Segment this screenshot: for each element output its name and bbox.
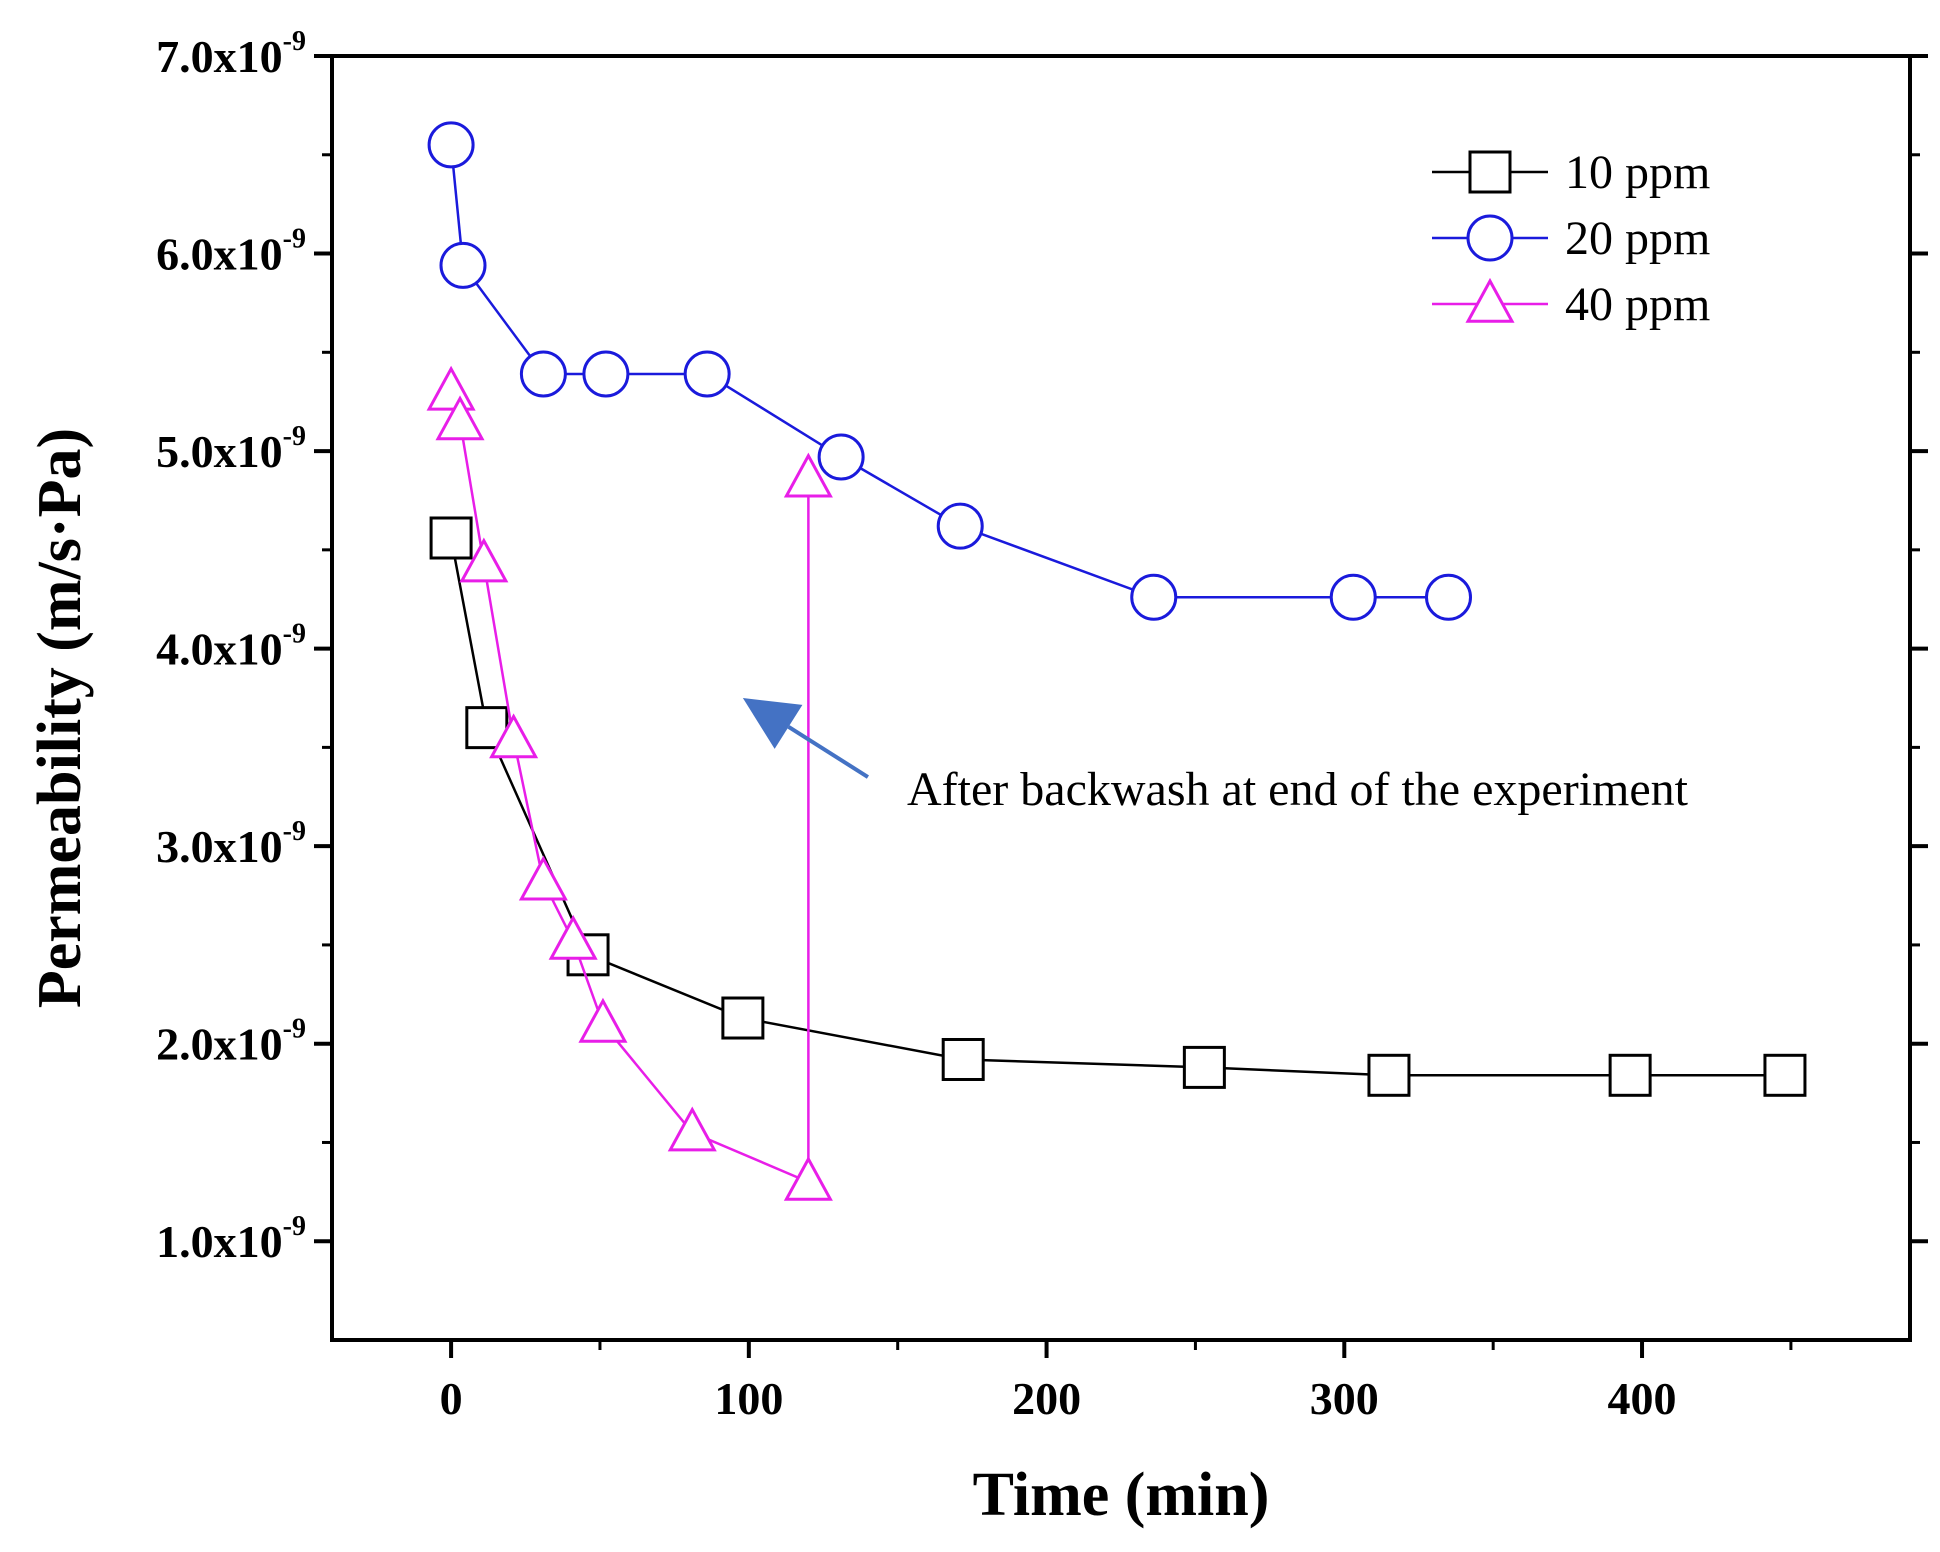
annotation-group: After backwash at end of the experiment bbox=[742, 698, 1689, 816]
circle-point bbox=[817, 433, 865, 481]
annotation-arrow-head bbox=[742, 698, 803, 749]
legend-circle-marker bbox=[1466, 214, 1514, 262]
x-tick-label: 100 bbox=[714, 1373, 783, 1424]
circle-point bbox=[439, 241, 487, 289]
legend-entry: 40 ppm bbox=[1432, 277, 1710, 331]
triangle-point bbox=[548, 914, 598, 960]
legend-square-marker bbox=[1468, 150, 1512, 194]
square-point bbox=[1763, 1053, 1807, 1097]
series-line bbox=[449, 391, 810, 1184]
y-tick-label: 6.0x10-9 bbox=[156, 224, 306, 280]
y-tick-label: 4.0x10-9 bbox=[156, 619, 306, 675]
legend-triangle-marker bbox=[1465, 277, 1515, 323]
legend-label: 10 ppm bbox=[1565, 146, 1710, 199]
square-point bbox=[721, 996, 765, 1040]
series-40-ppm bbox=[426, 365, 833, 1201]
triangle-point bbox=[578, 997, 628, 1043]
y-tick-label: 2.0x10-9 bbox=[156, 1014, 306, 1070]
triangle-point bbox=[667, 1106, 717, 1152]
circle-point bbox=[1130, 573, 1178, 621]
x-tick-label: 400 bbox=[1608, 1373, 1677, 1424]
square-point bbox=[429, 516, 473, 560]
circle-point bbox=[1425, 573, 1473, 621]
legend-label: 20 ppm bbox=[1565, 212, 1710, 265]
square-point bbox=[941, 1037, 985, 1081]
y-tick-label: 1.0x10-9 bbox=[156, 1211, 306, 1267]
triangle-point bbox=[426, 365, 476, 411]
y-tick-label: 5.0x10-9 bbox=[156, 421, 306, 477]
legend-label: 40 ppm bbox=[1565, 278, 1710, 331]
y-tick-label: 3.0x10-9 bbox=[156, 816, 306, 872]
circle-point bbox=[519, 350, 567, 398]
triangle-point bbox=[435, 395, 485, 441]
y-axis-title: Permeability (m/s·Pa) bbox=[26, 428, 94, 1008]
annotation-arrow-shaft bbox=[787, 725, 869, 779]
x-axis-title: Time (min) bbox=[973, 1461, 1270, 1529]
plot-frame bbox=[330, 54, 1912, 1342]
circle-point bbox=[936, 502, 984, 550]
series-group bbox=[426, 121, 1807, 1201]
legend: 10 ppm 20 ppm 40 ppm bbox=[1432, 146, 1710, 331]
triangle-point bbox=[489, 713, 539, 759]
series-20-ppm bbox=[427, 121, 1473, 621]
triangle-point bbox=[459, 537, 509, 583]
circle-point bbox=[1329, 573, 1377, 621]
annotation-text: After backwash at end of the experiment bbox=[907, 763, 1689, 816]
y-tick-label: 7.0x10-9 bbox=[156, 26, 306, 82]
x-tick-label: 200 bbox=[1012, 1373, 1081, 1424]
triangle-point bbox=[783, 452, 833, 498]
square-point bbox=[1182, 1045, 1226, 1089]
circle-point bbox=[427, 121, 475, 169]
triangle-point bbox=[518, 855, 568, 901]
triangle-point bbox=[783, 1155, 833, 1201]
x-tick-label: 0 bbox=[440, 1373, 463, 1424]
circle-point bbox=[582, 350, 630, 398]
x-tick-label: 300 bbox=[1310, 1373, 1379, 1424]
axes-group: 0 100 200 300 400 1.0x10-9 2.0x10-9 3.0x10-9 4.0… bbox=[156, 26, 1928, 1424]
legend-entry: 10 ppm bbox=[1432, 146, 1710, 199]
square-point bbox=[1367, 1053, 1411, 1097]
legend-entry: 20 ppm bbox=[1432, 212, 1710, 265]
square-point bbox=[1608, 1053, 1652, 1097]
series-line bbox=[449, 144, 1449, 599]
circle-point bbox=[683, 350, 731, 398]
